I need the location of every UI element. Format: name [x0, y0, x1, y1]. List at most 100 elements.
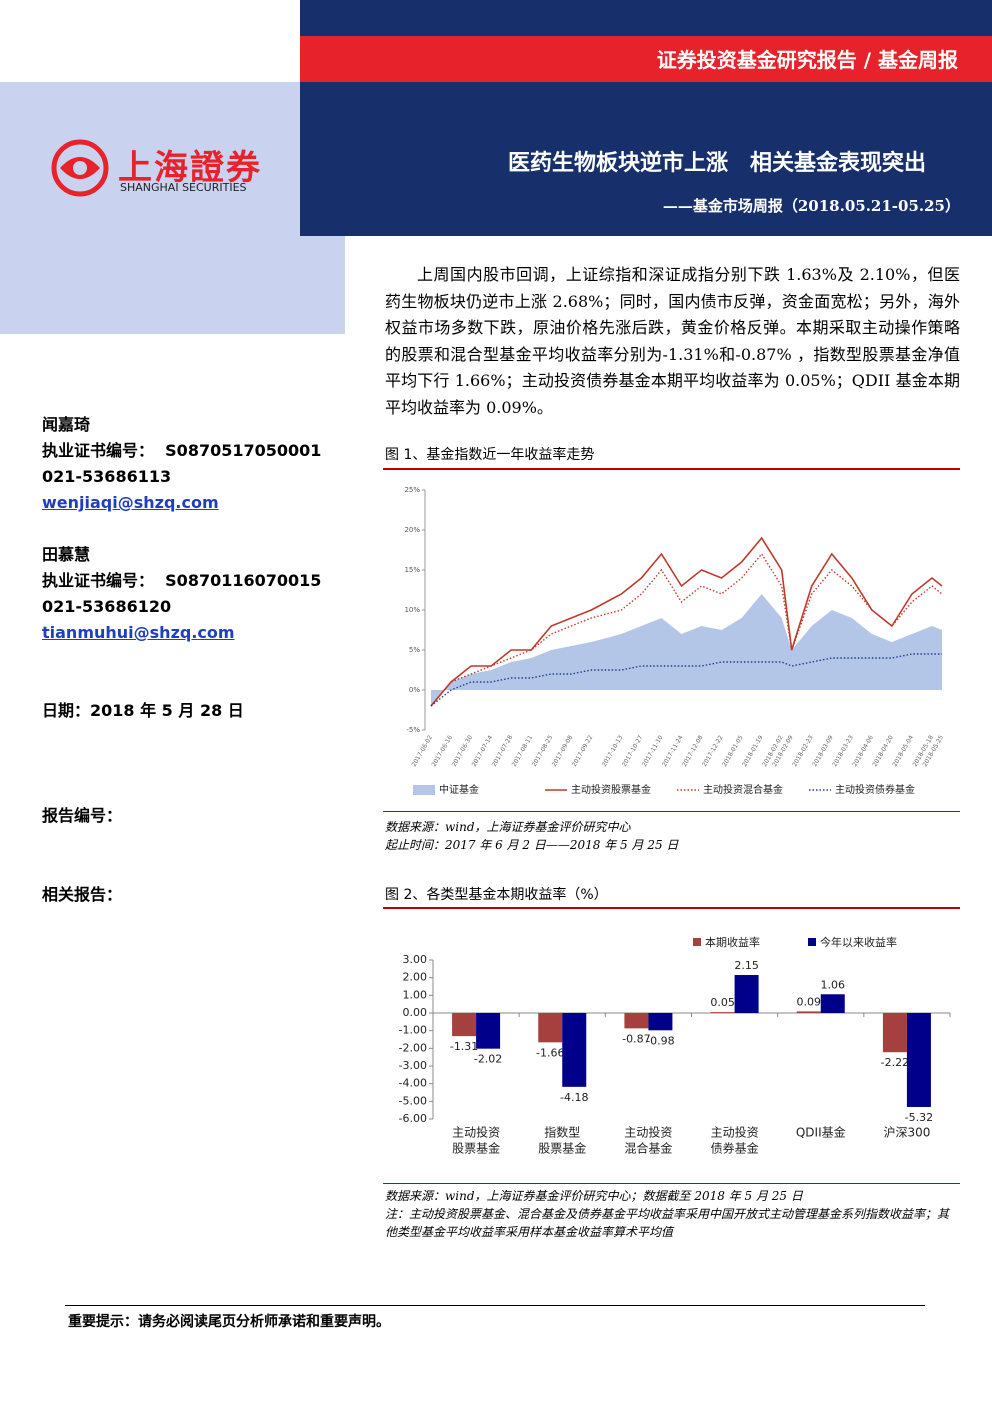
x-tick-label: 沪深300 — [883, 1126, 930, 1140]
figure-caption: 图 2、各类型基金本期收益率（%） — [385, 887, 608, 903]
y-tick-label: 10% — [404, 606, 420, 614]
header-red-band — [300, 36, 992, 82]
analyst-phone: 021-53686120 — [42, 597, 172, 616]
bar — [476, 1013, 501, 1049]
value-label: -4.18 — [560, 1091, 588, 1104]
x-tick-label: 指数型 — [544, 1125, 580, 1140]
cert-label: 执业证书编号： — [42, 571, 155, 590]
y-tick-label: 3.00 — [403, 953, 428, 966]
y-tick-label: -2.00 — [399, 1041, 427, 1054]
y-tick-label: 5% — [409, 646, 420, 654]
legend-swatch — [413, 785, 435, 795]
legend-label: 今年以来收益率 — [820, 935, 897, 949]
footer-rule — [65, 1305, 925, 1306]
value-label: -0.87 — [622, 1032, 650, 1045]
legend-swatch — [808, 938, 816, 946]
logo-english: SHANGHAI SECURITIES — [120, 181, 247, 194]
bar — [624, 1013, 649, 1029]
cert-number: S0870116070015 — [165, 571, 322, 590]
y-tick-label: 15% — [404, 566, 420, 574]
legend-label: 主动投资债券基金 — [835, 783, 915, 796]
chart-rule — [383, 811, 960, 812]
y-tick-label: -5.00 — [399, 1094, 427, 1107]
analyst-1: 闻嘉琦 执业证书编号： S0870517050001 021-53686113 … — [42, 412, 321, 516]
line — [430, 536, 943, 707]
bar — [538, 1013, 563, 1043]
legend-label: 中证基金 — [439, 783, 479, 796]
value-label: -2.02 — [474, 1053, 502, 1066]
bar — [452, 1013, 477, 1037]
x-tick-label: 主动投资 — [624, 1125, 672, 1140]
caption-rule — [383, 907, 960, 909]
analyst-email[interactable]: tianmuhui@shzq.com — [42, 623, 235, 642]
y-tick-label: 20% — [404, 526, 420, 534]
value-label: 0.05 — [710, 996, 735, 1009]
x-tick-label: 2017-09-22 — [571, 734, 595, 768]
bar — [796, 1011, 821, 1013]
logo-area — [0, 82, 300, 236]
figure-note: 数据来源：wind，上海证券基金评价研究中心；数据截至 2018 年 5 月 2… — [385, 1187, 960, 1241]
bar — [820, 994, 845, 1013]
x-tick-label: 混合基金 — [624, 1141, 672, 1156]
legend-swatch — [693, 938, 701, 946]
note-line: 起止时间：2017 年 6 月 2 日——2018 年 5 月 25 日 — [385, 838, 679, 852]
report-subtitle: ——基金市场周报（2018.05.21-05.25） — [662, 197, 960, 215]
footer-note: 重要提示：请务必阅读尾页分析师承诺和重要声明。 — [68, 1314, 390, 1330]
y-tick-label: 1.00 — [403, 988, 428, 1001]
header-bar — [300, 0, 992, 36]
report-date: 日期：2018 年 5 月 28 日 — [42, 701, 244, 720]
chart: -5%0%5%10%15%20%25%2017-06-022017-06-162… — [404, 486, 945, 796]
x-tick-label: 债券基金 — [711, 1141, 759, 1156]
y-tick-label: -6.00 — [399, 1112, 427, 1125]
report-title: 医药生物板块逆市上涨 相关基金表现突出 — [507, 150, 926, 176]
y-tick-label: -1.00 — [399, 1024, 427, 1037]
header-title-area — [300, 82, 992, 236]
analyst-cert: 执业证书编号： S0870116070015 — [42, 568, 321, 594]
note-line: 数据来源：wind，上海证券基金评价研究中心；数据截至 2018 年 5 月 2… — [385, 1189, 803, 1203]
y-tick-label: 2.00 — [403, 971, 428, 984]
x-tick-label: 股票基金 — [452, 1141, 500, 1156]
y-tick-label: -3.00 — [399, 1059, 427, 1072]
legend-label: 本期收益率 — [705, 935, 760, 949]
x-tick-label: QDII基金 — [796, 1125, 846, 1140]
x-tick-label: 主动投资 — [452, 1125, 500, 1140]
value-label: 1.06 — [821, 978, 846, 991]
value-label: 2.15 — [734, 959, 759, 972]
caption-rule — [383, 468, 960, 470]
chart-rule — [383, 1183, 960, 1184]
value-label: -1.31 — [450, 1040, 478, 1053]
bar — [734, 975, 759, 1013]
cert-label: 执业证书编号： — [42, 441, 155, 460]
value-label: -2.22 — [881, 1056, 909, 1069]
analyst-name: 闻嘉琦 — [42, 415, 91, 434]
x-tick-label: 股票基金 — [538, 1141, 586, 1156]
side-band — [0, 236, 345, 334]
y-tick-label: -4.00 — [399, 1077, 427, 1090]
area — [431, 594, 942, 706]
bar — [562, 1013, 587, 1087]
cert-number: S0870517050001 — [165, 441, 322, 460]
y-tick-label: 0% — [409, 686, 420, 694]
note-line: 注：主动投资股票基金、混合基金及债券基金平均收益率采用中国开放式主动管理基金系列… — [385, 1207, 950, 1239]
logo-mark — [51, 139, 109, 197]
related-reports: 相关报告： — [42, 885, 123, 904]
line — [430, 653, 942, 707]
analyst-email[interactable]: wenjiaqi@shzq.com — [42, 493, 219, 512]
header-category: 证券投资基金研究报告 / 基金周报 — [656, 48, 958, 72]
x-tick-label: 主动投资 — [711, 1125, 759, 1140]
value-label: -1.66 — [536, 1046, 564, 1059]
chart: 3.00 2.00 1.00 0.00 -1.00 -2.00 -3.00 -4.00 -5.0… — [399, 935, 951, 1156]
y-tick-label: -5% — [406, 726, 420, 734]
bar — [648, 1013, 673, 1031]
value-label: -0.98 — [646, 1034, 674, 1047]
legend-label: 主动投资股票基金 — [571, 783, 651, 796]
bar — [882, 1013, 907, 1053]
analyst-name: 田慕慧 — [42, 545, 91, 564]
figure-note: 数据来源：wind，上海证券基金评价研究中心 起止时间：2017 年 6 月 2… — [385, 818, 960, 854]
y-tick-label: 25% — [404, 486, 420, 494]
bar — [710, 1012, 735, 1013]
analyst-cert: 执业证书编号： S0870517050001 — [42, 438, 321, 464]
figure-caption: 图 1、基金指数近一年收益率走势 — [385, 447, 595, 463]
logo-text: 上海證券 — [118, 148, 262, 188]
